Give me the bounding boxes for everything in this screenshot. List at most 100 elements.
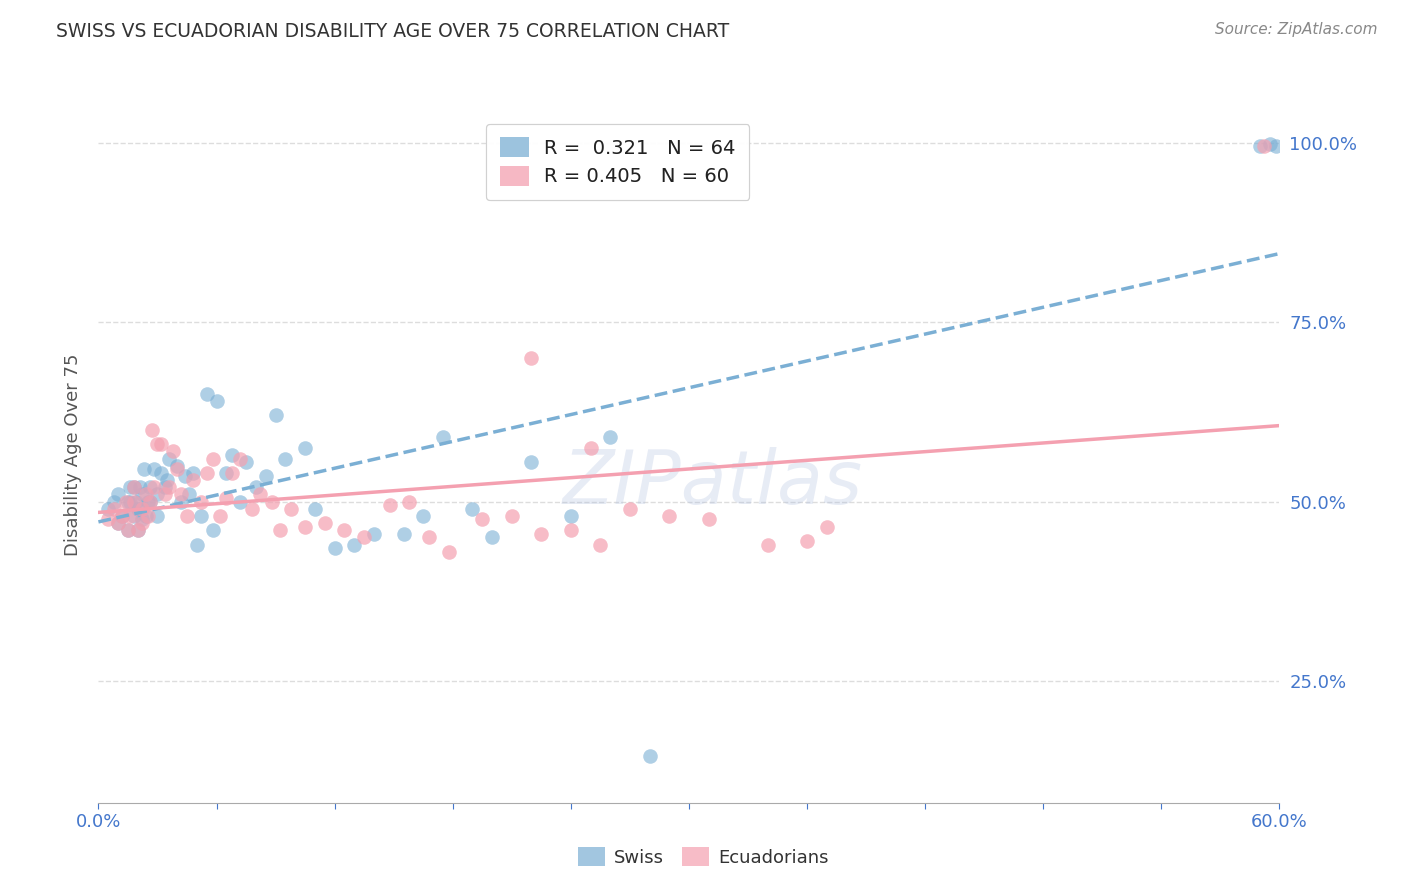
Point: [142, 462, 165, 476]
Point: [249, 487, 271, 501]
Point: [195, 466, 218, 480]
Point: [132, 462, 155, 476]
Point: [520, 455, 543, 469]
Point: [294, 441, 316, 455]
Point: [170, 487, 193, 501]
Point: [136, 508, 159, 523]
Point: [122, 480, 145, 494]
Point: [363, 526, 385, 541]
Point: [146, 437, 169, 451]
Point: [815, 519, 838, 533]
Point: [97, 501, 120, 516]
Point: [122, 494, 145, 508]
Point: [177, 487, 200, 501]
Point: [235, 455, 257, 469]
Legend: R =  0.321   N = 64, R = 0.405   N = 60: R = 0.321 N = 64, R = 0.405 N = 60: [486, 124, 749, 200]
Point: [221, 466, 243, 480]
Point: [174, 469, 197, 483]
Point: [432, 430, 454, 444]
Point: [260, 494, 283, 508]
Point: [138, 494, 160, 508]
Point: [304, 501, 326, 516]
Point: [264, 409, 287, 423]
Point: [471, 512, 494, 526]
Point: [127, 501, 149, 516]
Point: [186, 538, 208, 552]
Point: [107, 516, 129, 530]
Point: [107, 516, 129, 530]
Point: [103, 501, 125, 516]
Point: [205, 394, 228, 409]
Point: [195, 387, 218, 401]
Point: [392, 526, 415, 541]
Point: [117, 494, 139, 508]
Point: [127, 523, 149, 537]
Text: ZIPatlas: ZIPatlas: [562, 447, 863, 519]
Point: [221, 448, 243, 462]
Point: [619, 501, 641, 516]
Point: [135, 487, 157, 501]
Point: [166, 462, 188, 476]
Point: [412, 508, 434, 523]
Point: [437, 545, 460, 559]
Point: [274, 451, 297, 466]
Point: [125, 494, 148, 508]
Point: [560, 508, 582, 523]
Point: [127, 523, 149, 537]
Point: [215, 491, 238, 505]
Point: [240, 501, 263, 516]
Point: [166, 458, 188, 473]
Point: [1264, 139, 1286, 153]
Point: [131, 501, 153, 516]
Point: [157, 451, 180, 466]
Point: [131, 516, 153, 530]
Point: [146, 487, 169, 501]
Point: [122, 480, 145, 494]
Point: [181, 473, 204, 487]
Point: [157, 480, 180, 494]
Point: [269, 523, 291, 537]
Point: [156, 473, 179, 487]
Point: [697, 512, 720, 526]
Point: [294, 519, 316, 533]
Point: [146, 508, 169, 523]
Point: [162, 444, 184, 458]
Point: [115, 494, 138, 508]
Point: [589, 538, 612, 552]
Point: [201, 523, 224, 537]
Point: [229, 494, 252, 508]
Point: [658, 508, 681, 523]
Point: [122, 508, 145, 523]
Point: [190, 508, 212, 523]
Point: [150, 466, 173, 480]
Point: [638, 749, 661, 764]
Point: [117, 523, 139, 537]
Point: [756, 538, 779, 552]
Point: [97, 512, 120, 526]
Point: [170, 494, 193, 508]
Point: [378, 498, 401, 512]
Point: [107, 487, 129, 501]
Y-axis label: Disability Age Over 75: Disability Age Over 75: [63, 353, 82, 557]
Point: [520, 351, 543, 365]
Point: [333, 523, 356, 537]
Point: [530, 526, 553, 541]
Point: [138, 480, 160, 494]
Point: [141, 423, 163, 437]
Point: [461, 501, 484, 516]
Point: [128, 480, 150, 494]
Point: [560, 523, 582, 537]
Point: [280, 501, 302, 516]
Point: [118, 494, 141, 508]
Point: [150, 437, 173, 451]
Point: [131, 512, 153, 526]
Point: [245, 480, 267, 494]
Point: [142, 480, 165, 494]
Point: [1249, 139, 1271, 153]
Text: SWISS VS ECUADORIAN DISABILITY AGE OVER 75 CORRELATION CHART: SWISS VS ECUADORIAN DISABILITY AGE OVER …: [56, 22, 730, 41]
Point: [138, 494, 160, 508]
Point: [117, 523, 139, 537]
Point: [323, 541, 346, 556]
Point: [314, 516, 336, 530]
Point: [131, 487, 153, 501]
